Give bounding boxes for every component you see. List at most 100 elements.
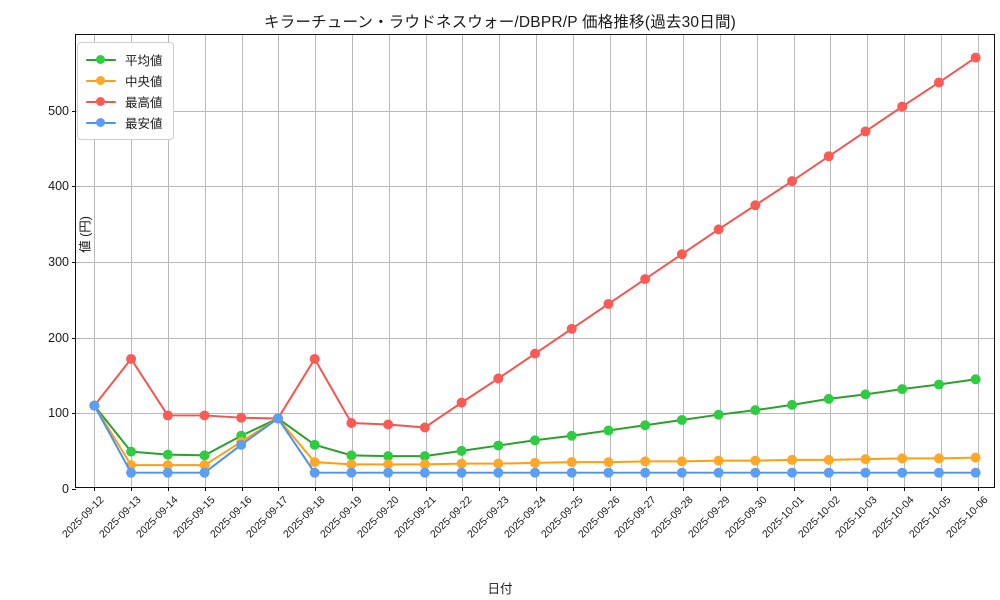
x-axis-label: 日付: [487, 582, 513, 596]
data-point-marker: [603, 425, 614, 436]
data-point-marker: [640, 274, 651, 285]
series-layer: [89, 52, 981, 478]
gridline-horizontal: [76, 337, 994, 339]
data-point-marker: [823, 467, 834, 478]
data-point-marker: [530, 348, 540, 359]
gridline-vertical: [388, 35, 390, 487]
data-point-marker: [750, 200, 761, 211]
data-point-marker: [493, 373, 504, 384]
gridline-vertical: [94, 35, 96, 487]
x-axis-tick-mark: [940, 487, 942, 491]
x-axis-tick-mark: [793, 487, 795, 491]
data-point-marker: [456, 397, 467, 408]
x-axis-tick-mark: [756, 487, 758, 491]
legend-item-4[interactable]: 最安値: [86, 112, 163, 133]
gridline-vertical: [131, 35, 133, 487]
data-point-marker: [823, 151, 834, 162]
x-axis-tick-mark: [867, 487, 869, 491]
plot-area: 値 (円) 0 100 200 300 400 500 2025-09-12 2025-09-…: [48, 34, 995, 540]
data-point-marker: [713, 224, 724, 235]
gridline-vertical: [462, 35, 464, 487]
data-point-marker: [640, 456, 651, 467]
data-point-marker: [199, 450, 210, 461]
x-axis-tick-mark: [683, 487, 685, 491]
gridline-vertical: [720, 35, 721, 487]
data-point-marker: [126, 446, 137, 457]
data-point-marker: [199, 467, 210, 478]
legend-marker-icon: [86, 75, 116, 87]
data-point-marker: [676, 414, 687, 425]
legend-item-label: 中央値: [125, 75, 163, 89]
data-point-marker: [933, 467, 944, 478]
data-point-marker: [162, 460, 173, 471]
data-point-marker: [493, 440, 504, 451]
data-point-marker: [162, 467, 173, 478]
gridline-horizontal: [76, 110, 994, 112]
data-point-marker: [897, 101, 908, 112]
gridline-vertical: [867, 35, 869, 487]
data-point-marker: [750, 405, 761, 416]
chart-legend[interactable]: 平均値中央値最高値最安値: [77, 42, 174, 140]
x-axis-tick-mark: [462, 487, 464, 491]
gridline-vertical: [204, 35, 206, 487]
x-axis-tick-mark: [904, 487, 905, 491]
data-point-marker: [383, 459, 394, 470]
y-axis-tick-mark: [72, 413, 76, 415]
y-axis-tick-mark: [72, 337, 76, 339]
data-point-marker: [933, 453, 944, 464]
data-point-marker: [493, 458, 504, 469]
series-4: [89, 400, 981, 478]
gridline-vertical: [609, 35, 611, 487]
x-axis-tick-mark: [536, 487, 537, 491]
legend-item-3[interactable]: 最高値: [86, 91, 163, 112]
data-point-marker: [970, 467, 981, 478]
y-axis-tick-label: 400: [48, 179, 69, 194]
y-axis-label: 値 (円): [78, 216, 93, 253]
data-point-marker: [897, 467, 908, 478]
gridline-horizontal: [76, 186, 994, 188]
data-point-marker: [89, 400, 100, 411]
data-point-marker: [860, 454, 871, 465]
y-axis-tick-label: 200: [48, 330, 69, 345]
data-point-marker: [787, 467, 798, 478]
data-point-marker: [860, 126, 871, 137]
data-point-marker: [346, 417, 357, 428]
data-point-marker: [530, 457, 540, 468]
data-point-marker: [970, 452, 981, 463]
gridline-vertical: [315, 35, 317, 487]
series-3: [89, 52, 981, 433]
gridline-vertical: [830, 35, 832, 487]
gridline-vertical: [977, 35, 979, 487]
x-axis-tick-mark: [94, 487, 96, 491]
data-point-marker: [713, 467, 724, 478]
x-axis-tick-mark: [315, 487, 317, 491]
data-point-marker: [970, 52, 981, 63]
data-point-marker: [272, 413, 283, 424]
data-point-marker: [456, 445, 467, 456]
data-point-marker: [383, 419, 394, 430]
data-point-marker: [126, 467, 137, 478]
gridline-vertical: [278, 35, 280, 487]
data-point-marker: [383, 467, 394, 478]
gridline-vertical: [425, 35, 427, 487]
x-axis-tick-mark: [352, 487, 353, 491]
legend-item-1[interactable]: 平均値: [86, 49, 163, 70]
x-axis-tick-mark: [168, 487, 169, 491]
gridline-vertical: [499, 35, 501, 487]
gridline-vertical: [168, 35, 169, 487]
data-point-marker: [640, 467, 651, 478]
data-point-marker: [713, 409, 724, 420]
data-point-marker: [566, 457, 577, 468]
legend-item-2[interactable]: 中央値: [86, 70, 163, 91]
gridline-horizontal: [76, 413, 994, 415]
data-point-marker: [603, 467, 614, 478]
legend-item-label: 最高値: [125, 96, 163, 110]
x-axis-tick-mark: [131, 487, 133, 491]
data-point-marker: [787, 399, 798, 410]
data-point-marker: [897, 453, 908, 464]
data-point-marker: [309, 439, 320, 450]
x-axis-tick-mark: [241, 487, 243, 491]
y-axis-tick-mark: [72, 489, 76, 490]
data-point-marker: [897, 384, 908, 395]
